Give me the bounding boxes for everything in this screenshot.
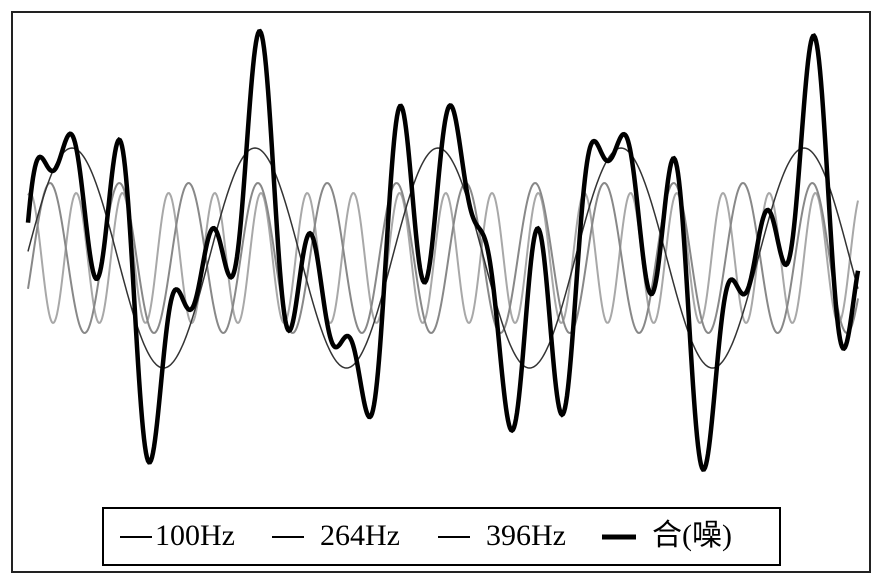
wave-396: [27, 191, 859, 325]
legend-label: 264Hz: [320, 519, 400, 552]
legend-label: 合(噪): [652, 519, 732, 552]
wave-sum: [25, 28, 861, 472]
legend-label: 396Hz: [486, 519, 566, 552]
legend-label: 100Hz: [155, 519, 235, 552]
waves: [25, 28, 861, 472]
wave-264: [27, 181, 859, 335]
